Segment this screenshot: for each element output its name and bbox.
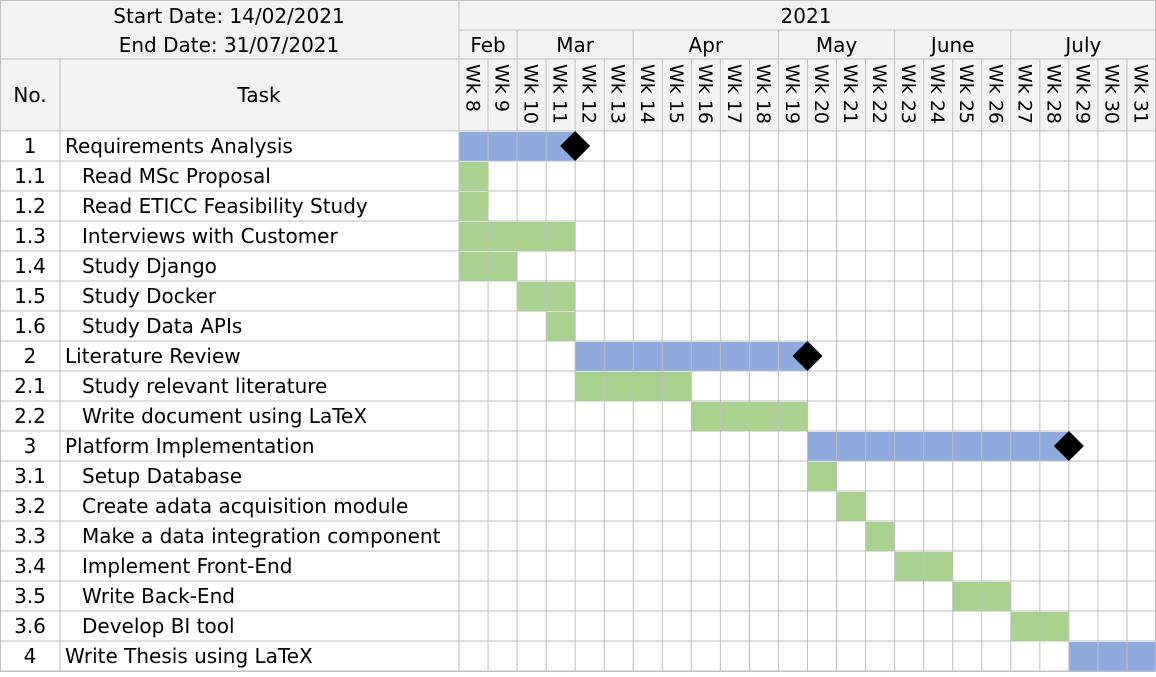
task-name: Literature Review	[65, 344, 241, 368]
month-label: July	[1063, 33, 1101, 57]
milestone-marker	[792, 341, 823, 371]
task-number: 1	[24, 134, 37, 158]
subtask-bar	[459, 192, 489, 221]
milestone-marker	[560, 131, 591, 161]
task-number: 2.2	[14, 404, 46, 428]
task-name: Write Back-End	[82, 584, 235, 608]
task-name: Study Django	[82, 254, 217, 278]
subtask-bar	[865, 522, 895, 551]
week-label: Wk 9	[491, 64, 513, 112]
task-name: Develop BI tool	[82, 614, 235, 638]
week-label: Wk 24	[926, 64, 948, 124]
end-date-label: End Date: 31/07/2021	[119, 33, 340, 57]
subtask-bar	[836, 492, 866, 521]
task-name: Platform Implementation	[65, 434, 315, 458]
month-label: Mar	[556, 33, 595, 57]
task-name: Study Docker	[82, 284, 217, 308]
week-label: Wk 22	[868, 64, 890, 124]
task-number: 3.4	[14, 554, 46, 578]
subtask-bar	[546, 312, 576, 341]
task-name: Setup Database	[82, 464, 242, 488]
task-name: Interviews with Customer	[82, 224, 338, 248]
task-number: 1.6	[14, 314, 46, 338]
task-number: 4	[24, 644, 37, 668]
task-name: Write document using LaTeX	[82, 404, 367, 428]
week-label: Wk 30	[1100, 64, 1122, 124]
task-name: Read ETICC Feasibility Study	[82, 194, 368, 218]
task-number: 1.2	[14, 194, 46, 218]
start-date-label: Start Date: 14/02/2021	[113, 4, 344, 28]
task-number: 1.1	[14, 164, 46, 188]
task-name: Requirements Analysis	[65, 134, 293, 158]
week-label: Wk 28	[1042, 64, 1064, 124]
subtask-bar	[459, 162, 489, 191]
task-number: 1.5	[14, 284, 46, 308]
week-label: Wk 11	[549, 64, 571, 124]
labels-layer: Start Date: 14/02/2021 End Date: 31/07/2…	[13, 4, 831, 107]
week-label: Wk 21	[839, 64, 861, 124]
week-label: Wk 12	[578, 64, 600, 124]
week-label: Wk 25	[955, 64, 977, 124]
task-name: Study relevant literature	[82, 374, 327, 398]
week-label: Wk 16	[694, 64, 716, 124]
year-label: 2021	[781, 4, 832, 28]
task-name: Read MSc Proposal	[82, 164, 271, 188]
task-number: 3.6	[14, 614, 46, 638]
month-label: June	[929, 33, 975, 57]
task-number: 1.4	[14, 254, 46, 278]
task-number: 1.3	[14, 224, 46, 248]
week-label: Wk 17	[723, 64, 745, 124]
task-number: 3.5	[14, 584, 46, 608]
week-label: Wk 14	[636, 64, 658, 124]
task-name: Write Thesis using LaTeX	[65, 644, 313, 668]
week-label: Wk 13	[607, 64, 629, 124]
week-label: Wk 31	[1129, 64, 1151, 124]
header-background	[0, 0, 1156, 131]
week-label: Wk 18	[752, 64, 774, 124]
task-name: Make a data integration component	[82, 524, 441, 548]
week-label: Wk 23	[897, 64, 919, 124]
week-label: Wk 27	[1013, 64, 1035, 124]
task-number: 3.1	[14, 464, 46, 488]
task-name: Study Data APIs	[82, 314, 242, 338]
task-name: Implement Front-End	[82, 554, 292, 578]
no-column-header: No.	[13, 83, 46, 107]
week-label: Wk 10	[520, 64, 542, 124]
phase-bar	[807, 432, 1069, 461]
task-number: 2.1	[14, 374, 46, 398]
task-name: Create adata acquisition module	[82, 494, 408, 518]
subtask-bar	[807, 462, 837, 491]
task-number: 3.2	[14, 494, 46, 518]
task-number: 2	[24, 344, 37, 368]
week-label: Wk 20	[810, 64, 832, 124]
dynamic-layer: Feb Mar Apr May June July Wk 8 Wk 9 Wk 10 Wk 11 Wk…	[14, 33, 1151, 668]
week-label: Wk 15	[665, 64, 687, 124]
week-label: Wk 29	[1071, 64, 1093, 124]
task-number: 3.3	[14, 524, 46, 548]
milestone-marker	[1053, 431, 1084, 461]
month-label: May	[816, 33, 858, 57]
month-label: Apr	[689, 33, 724, 57]
task-column-header: Task	[236, 83, 281, 107]
week-label: Wk 8	[462, 64, 484, 112]
week-label: Wk 26	[984, 64, 1006, 124]
header-fill	[0, 0, 1156, 131]
week-label: Wk 19	[781, 64, 803, 124]
task-number: 3	[24, 434, 37, 458]
month-label: Feb	[470, 33, 505, 57]
phase-bar	[1068, 642, 1156, 671]
